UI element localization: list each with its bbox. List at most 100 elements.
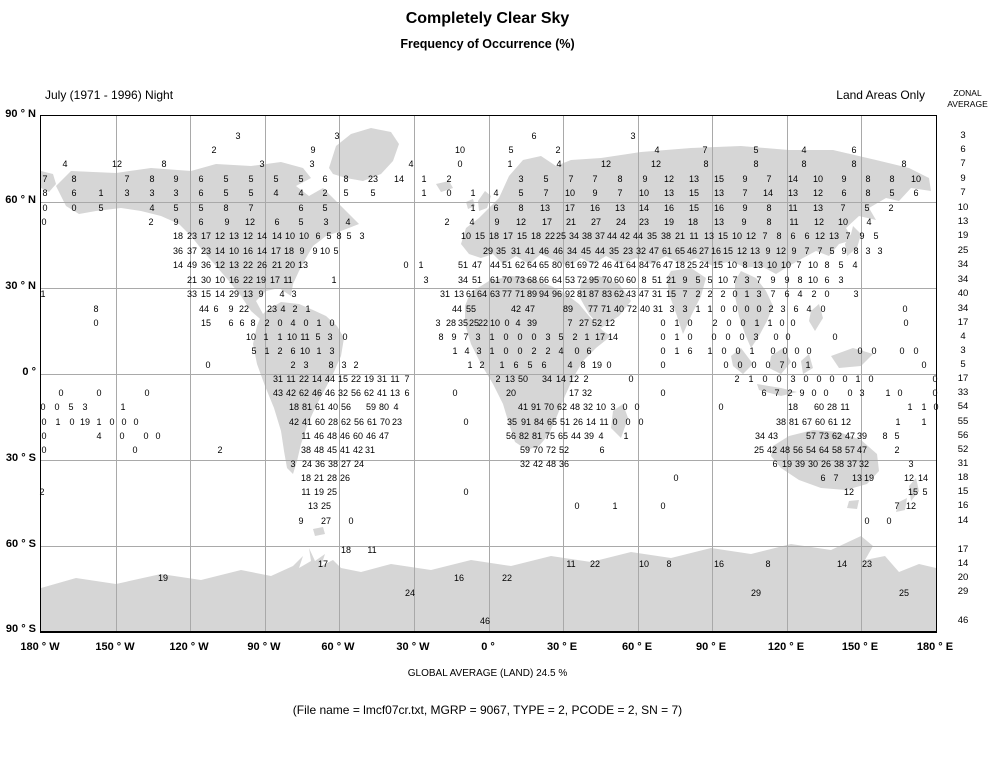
frequency-value: 0: [574, 501, 580, 511]
frequency-value: 31: [364, 445, 375, 455]
frequency-value: 25: [320, 501, 331, 511]
frequency-value: 44: [451, 304, 462, 314]
zonal-average-value: 40: [957, 288, 969, 299]
frequency-value: 0: [933, 402, 939, 412]
frequency-value: 42: [288, 417, 299, 427]
frequency-value: 57: [844, 445, 855, 455]
frequency-value: 6: [274, 217, 280, 227]
frequency-value: 49: [186, 260, 197, 270]
frequency-value: 0: [842, 374, 848, 384]
frequency-value: 10: [638, 188, 649, 198]
frequency-value: 47: [524, 304, 535, 314]
frequency-value: 3: [291, 289, 297, 299]
frequency-value: 5: [889, 188, 895, 198]
frequency-value: 5: [707, 275, 713, 285]
longitude-axis-label: 180 ° E: [916, 641, 954, 653]
frequency-value: 6: [772, 459, 778, 469]
frequency-value: 11: [301, 487, 311, 497]
frequency-value: 2: [353, 360, 359, 370]
frequency-value: 46: [324, 388, 335, 398]
longitude-axis-label: 60 ° W: [321, 641, 355, 653]
frequency-value: 10: [717, 275, 728, 285]
frequency-value: 18: [488, 231, 499, 241]
frequency-value: 24: [615, 217, 626, 227]
frequency-value: 0: [779, 318, 785, 328]
frequency-value: 38: [300, 445, 311, 455]
frequency-value: 4: [393, 402, 399, 412]
frequency-value: 84: [638, 260, 649, 270]
frequency-value: 0: [342, 332, 348, 342]
frequency-value: 13: [242, 289, 253, 299]
frequency-value: 0: [721, 346, 727, 356]
frequency-value: 0: [133, 417, 139, 427]
frequency-value: 44: [324, 374, 335, 384]
frequency-value: 11: [286, 374, 296, 384]
frequency-value: 7: [770, 289, 776, 299]
frequency-value: 35: [457, 318, 468, 328]
frequency-value: 0: [806, 346, 812, 356]
frequency-value: 23: [391, 417, 402, 427]
frequency-value: 8: [580, 360, 586, 370]
frequency-value: 0: [531, 332, 537, 342]
frequency-value: 3: [359, 231, 365, 241]
frequency-value: 36: [172, 246, 183, 256]
frequency-value: 63: [489, 289, 500, 299]
frequency-value: 24: [301, 459, 312, 469]
frequency-value: 31: [439, 289, 450, 299]
frequency-value: 1: [263, 332, 269, 342]
frequency-value: 9: [642, 174, 648, 184]
zonal-average-value: 34: [957, 303, 969, 314]
longitude-gridline: [265, 116, 266, 631]
frequency-value: 0: [660, 360, 666, 370]
frequency-value: 17: [568, 388, 579, 398]
frequency-value: 18: [283, 246, 294, 256]
frequency-value: 3: [475, 332, 481, 342]
frequency-value: 1: [895, 417, 901, 427]
frequency-value: 17: [594, 332, 605, 342]
frequency-value: 12: [843, 487, 854, 497]
frequency-value: 18: [340, 545, 351, 555]
frequency-value: 26: [820, 459, 831, 469]
frequency-value: 14: [555, 374, 566, 384]
frequency-value: 56: [340, 402, 351, 412]
frequency-value: 6: [541, 360, 547, 370]
frequency-value: 4: [556, 159, 562, 169]
frequency-value: 17: [317, 559, 328, 569]
frequency-value: 4: [280, 304, 286, 314]
frequency-value: 1: [885, 388, 891, 398]
frequency-value: 0: [673, 473, 679, 483]
frequency-value: 65: [674, 246, 685, 256]
global-average-label: GLOBAL AVERAGE (LAND) 24.5 %: [407, 668, 568, 679]
frequency-value: 47: [856, 445, 867, 455]
frequency-value: 1: [674, 332, 680, 342]
frequency-value: 14: [311, 374, 322, 384]
frequency-value: 6: [198, 217, 204, 227]
frequency-value: 7: [804, 246, 810, 256]
frequency-value: 9: [841, 174, 847, 184]
frequency-value: 6: [586, 346, 592, 356]
frequency-value: 0: [824, 289, 830, 299]
frequency-value: 1: [452, 346, 458, 356]
frequency-value: 6: [824, 275, 830, 285]
frequency-value: 2: [545, 346, 551, 356]
frequency-value: 9: [258, 289, 264, 299]
frequency-value: 0: [503, 332, 509, 342]
frequency-value: 5: [695, 275, 701, 285]
frequency-value: 19: [781, 459, 792, 469]
longitude-gridline: [861, 116, 862, 631]
frequency-value: 69: [576, 260, 587, 270]
frequency-value: 4: [493, 188, 499, 198]
frequency-value: 73: [818, 431, 829, 441]
frequency-value: 80: [378, 402, 389, 412]
frequency-value: 1: [584, 332, 590, 342]
frequency-value: 0: [899, 346, 905, 356]
longitude-axis-label: 150 ° E: [841, 641, 879, 653]
frequency-value: 9: [765, 246, 771, 256]
frequency-value: 62: [556, 402, 567, 412]
frequency-value: 13: [307, 501, 318, 511]
frequency-value: 30: [807, 459, 818, 469]
frequency-value: 13: [228, 231, 239, 241]
frequency-value: 0: [41, 217, 47, 227]
frequency-value: 6: [322, 174, 328, 184]
frequency-value: 4: [797, 289, 803, 299]
